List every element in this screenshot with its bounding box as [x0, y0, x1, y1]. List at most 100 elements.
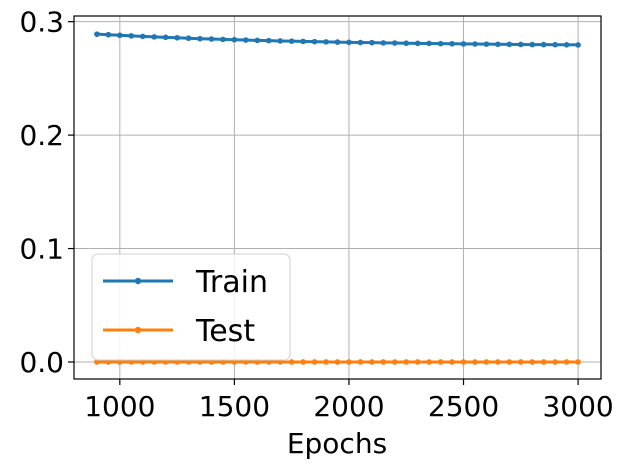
data-point — [311, 359, 318, 365]
data-point — [506, 41, 513, 48]
plot-frame — [73, 15, 602, 380]
data-point — [94, 31, 100, 37]
data-point — [437, 40, 444, 47]
data-point — [403, 40, 410, 47]
data-point — [518, 41, 524, 48]
data-point — [346, 359, 352, 365]
data-point — [220, 359, 226, 365]
data-point — [380, 40, 387, 46]
data-point — [277, 359, 284, 365]
data-point — [472, 41, 478, 47]
data-point — [391, 40, 398, 46]
data-point — [174, 359, 180, 365]
data-point — [197, 35, 203, 42]
data-point — [334, 359, 341, 365]
data-point — [185, 35, 192, 42]
data-point — [128, 359, 135, 365]
data-point — [506, 359, 513, 365]
data-point — [380, 359, 387, 365]
data-point — [300, 359, 306, 365]
data-point — [243, 359, 249, 365]
series-train — [94, 31, 581, 48]
y-tick-label: 0.0 — [19, 346, 64, 379]
data-point — [162, 34, 169, 41]
data-point — [128, 33, 135, 39]
data-point — [231, 359, 238, 365]
data-point — [288, 359, 295, 365]
data-point — [151, 34, 157, 40]
y-tick-label: 0.3 — [19, 6, 64, 39]
data-point — [277, 38, 284, 44]
data-point — [311, 38, 318, 45]
data-point — [117, 359, 123, 365]
legend-train-label: Train — [195, 265, 268, 300]
data-point — [449, 359, 455, 365]
data-point — [575, 359, 581, 365]
data-point — [174, 34, 180, 41]
data-point — [243, 37, 249, 43]
data-point — [437, 359, 444, 365]
data-point — [391, 359, 398, 365]
data-point — [426, 40, 432, 47]
data-point — [460, 41, 467, 47]
legend-train-marker — [134, 277, 142, 285]
data-point — [254, 37, 261, 44]
data-point — [449, 40, 455, 47]
series-test — [94, 359, 581, 365]
data-point — [495, 359, 501, 365]
data-point — [575, 42, 581, 48]
data-point — [185, 359, 192, 365]
data-point — [495, 41, 501, 48]
data-point — [357, 39, 364, 46]
data-point — [254, 359, 261, 365]
data-point — [357, 359, 364, 365]
legend-test-label: Test — [195, 314, 255, 349]
data-point — [369, 359, 375, 365]
data-point — [540, 359, 547, 365]
data-point — [105, 31, 112, 38]
x-tick-label: 1500 — [199, 390, 270, 423]
data-point — [323, 359, 329, 365]
data-point — [472, 359, 478, 365]
data-point — [540, 41, 547, 48]
y-tick-label: 0.2 — [19, 119, 64, 152]
data-point — [369, 39, 375, 46]
y-tick-label: 0.1 — [19, 233, 64, 266]
x-axis-title: Epochs — [287, 427, 387, 460]
data-point — [403, 359, 410, 365]
data-point — [300, 38, 306, 45]
data-point — [552, 359, 558, 365]
data-point — [231, 36, 238, 43]
data-point — [414, 40, 421, 47]
data-point — [265, 359, 272, 365]
data-point — [151, 359, 157, 365]
x-tick-label: 1000 — [84, 390, 155, 423]
data-point — [426, 359, 432, 365]
data-point — [483, 41, 490, 47]
data-point — [323, 39, 329, 45]
data-point — [288, 38, 295, 44]
data-point — [139, 33, 146, 40]
data-point — [483, 359, 490, 365]
data-point — [346, 39, 352, 46]
data-point — [529, 41, 536, 48]
data-point — [529, 359, 536, 365]
data-point — [552, 41, 558, 48]
data-point — [105, 359, 112, 365]
ticks: 1000 1500 2000 2500 3000 0.0 0.1 0.2 0.3 — [19, 6, 613, 423]
data-point — [220, 36, 226, 43]
data-point — [460, 359, 467, 365]
data-point — [518, 359, 524, 365]
legend: Train Test — [91, 253, 291, 361]
x-tick-label: 2500 — [428, 390, 499, 423]
data-point — [117, 32, 123, 39]
data-point — [197, 359, 203, 365]
data-point — [139, 359, 146, 365]
data-point — [162, 359, 169, 365]
legend-test-marker — [134, 326, 142, 334]
data-point — [208, 36, 215, 42]
data-point — [334, 39, 341, 45]
data-point — [265, 37, 272, 44]
data-point — [208, 359, 215, 365]
